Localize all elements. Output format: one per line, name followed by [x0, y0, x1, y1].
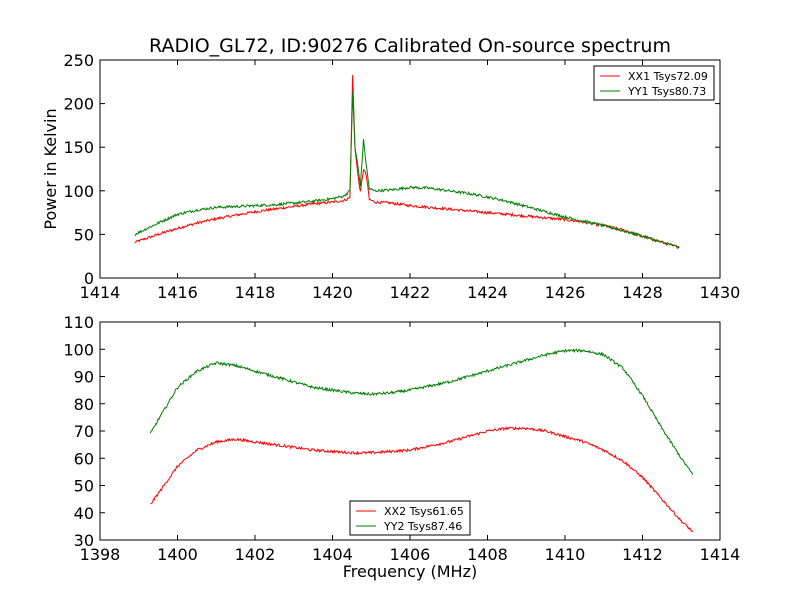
x-tick-label: 1410 [545, 545, 586, 564]
x-tick-label: 1408 [467, 545, 508, 564]
x-tick-label: 1428 [622, 283, 663, 302]
x-tick-label: 1402 [235, 545, 276, 564]
x-tick-label: 1426 [545, 283, 586, 302]
bottom-panel: 1398 1400 1402 1404 1406 1408 1410 1412 1414 30 40… [63, 313, 740, 581]
x-tick-label: 1424 [467, 283, 508, 302]
x-tick-label: 1404 [312, 545, 353, 564]
figure-title: RADIO_GL72, ID:90276 Calibrated On-sourc… [149, 35, 671, 57]
legend-label-2: YY2 Tsys87.46 [383, 520, 462, 533]
series-line-2 [149, 348, 694, 475]
x-tick-label: 1422 [390, 283, 431, 302]
y-tick-label: 150 [63, 138, 94, 157]
x-tick-label: 1398 [80, 545, 121, 564]
x-tick-label: 1416 [157, 283, 198, 302]
y-tick-label: 80 [74, 395, 94, 414]
x-tick-label: 1418 [235, 283, 276, 302]
y-tick-label: 200 [63, 95, 94, 114]
x-tick-label: 1414 [700, 545, 741, 564]
x-tick-label: 1420 [312, 283, 353, 302]
x-tick-label: 1430 [700, 283, 741, 302]
legend-box [593, 65, 715, 101]
y-tick-label: 50 [74, 477, 94, 496]
legend-label-2: YY1 Tsys80.73 [627, 85, 706, 98]
series-line-1 [150, 426, 694, 533]
legend-box [349, 500, 471, 536]
series-line-2 [134, 92, 680, 249]
y-tick-label: 30 [74, 531, 94, 550]
x-tick-label: 1406 [390, 545, 431, 564]
y-tick-label: 60 [74, 449, 94, 468]
legend: XX1 Tsys72.09 YY1 Tsys80.73 [593, 65, 715, 101]
legend-label-1: XX2 Tsys61.65 [384, 505, 464, 518]
legend: XX2 Tsys61.65 YY2 Tsys87.46 [349, 500, 471, 536]
y-tick-label: 70 [74, 422, 94, 441]
y-tick-label: 100 [63, 340, 94, 359]
x-tick-label: 1412 [622, 545, 663, 564]
y-tick-label: 40 [74, 504, 94, 523]
y-tick-label: 250 [63, 51, 94, 70]
y-tick-label: 0 [84, 269, 94, 288]
top-panel: 1414 1416 1418 1420 1422 1424 1426 1428 1430 0 50 1… [41, 51, 740, 302]
y-tick-label: 110 [63, 313, 94, 332]
x-tick-label: 1400 [157, 545, 198, 564]
y-tick-label: 100 [63, 182, 94, 201]
y-tick-label: 50 [74, 225, 94, 244]
x-axis-title: Frequency (MHz) [343, 562, 477, 581]
legend-label-1: XX1 Tsys72.09 [628, 70, 708, 83]
y-axis-title: Power in Kelvin [41, 108, 60, 229]
x-tick-label: 1414 [80, 283, 121, 302]
y-tick-label: 90 [74, 368, 94, 387]
